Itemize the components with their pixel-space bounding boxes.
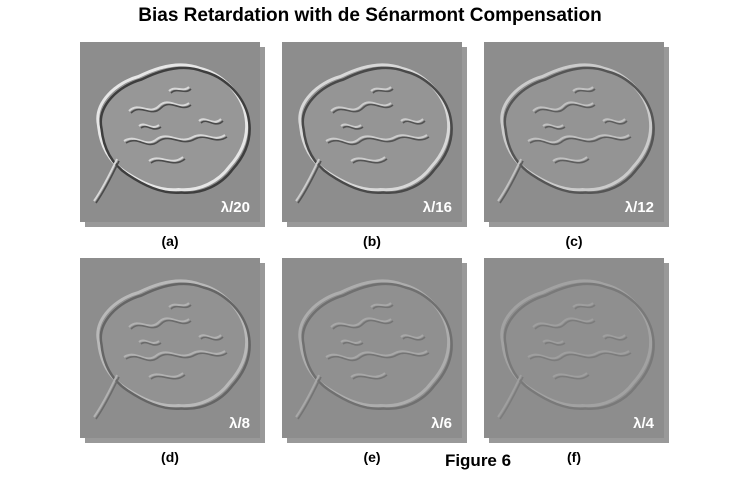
panel-label: (a) [161,233,178,249]
retardation-label: λ/8 [229,415,250,432]
panel: λ/6 (e) [282,258,467,465]
figure-title: Bias Retardation with de Sénarmont Compe… [138,5,601,26]
retardation-label: λ/20 [221,199,250,216]
panel-label: (e) [363,449,380,465]
panel: λ/16 (b) [282,42,467,249]
retardation-label: λ/4 [633,415,655,432]
panel-label: (b) [363,233,381,249]
panel-label: (f) [567,449,581,465]
panel: λ/12 (c) [484,42,669,249]
panel-label: (d) [161,449,179,465]
panel-label: (c) [565,233,582,249]
panel: λ/20 (a) [80,42,265,249]
panel: λ/8 (d) [80,258,265,465]
figure-caption: Figure 6 [445,451,511,470]
retardation-label: λ/12 [625,199,654,216]
retardation-label: λ/16 [423,199,452,216]
retardation-label: λ/6 [431,415,452,432]
panel: λ/4 (f) [484,258,669,465]
panel-grid: λ/20 (a) λ/16 (b) λ/12 (c) λ/8 (d) λ/6 (e) λ/4 (f) [80,42,669,465]
